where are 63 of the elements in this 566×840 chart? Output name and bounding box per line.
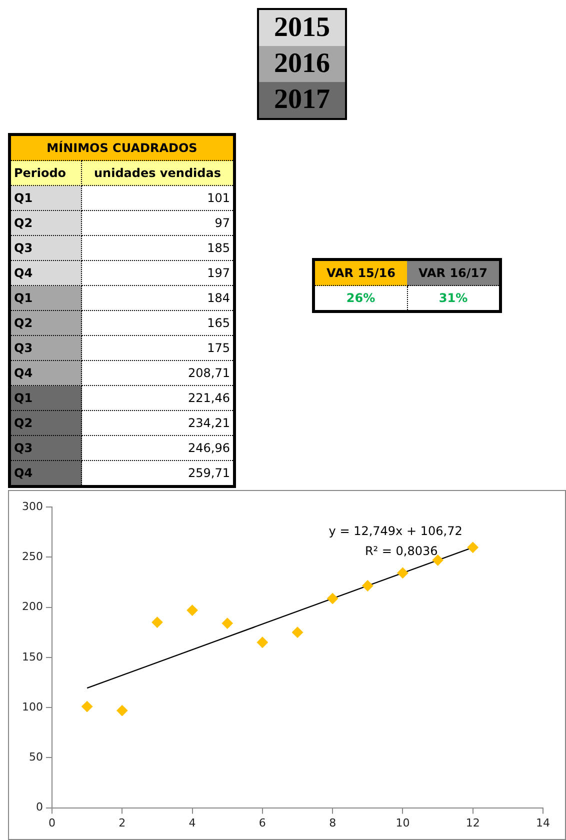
text: Q2 — [10, 310, 82, 336]
text: Q4 — [10, 460, 82, 486]
text: Q1 — [10, 286, 82, 310]
point — [432, 554, 444, 566]
text: 221,46 — [82, 386, 234, 410]
point — [222, 618, 233, 629]
y-tick-label: 100 — [22, 700, 43, 714]
point — [256, 636, 268, 648]
text: 184 — [82, 286, 234, 310]
text: 97 — [82, 210, 234, 236]
text: 31% — [438, 290, 469, 307]
y-tick-label: 50 — [28, 750, 43, 764]
x-tick-label: 12 — [466, 816, 480, 830]
x-tick-label: 4 — [188, 816, 196, 830]
y-tick-label: 300 — [22, 500, 43, 513]
text: unidades vendidas — [82, 160, 234, 186]
x-tick-label: 2 — [118, 816, 126, 830]
x-tick-label: 14 — [536, 816, 550, 830]
x-tick-label: 6 — [258, 816, 266, 830]
text: Q3 — [10, 436, 82, 460]
x-tick-label: 10 — [396, 816, 410, 830]
text: Q2 — [10, 410, 82, 436]
text: Q3 — [10, 236, 82, 260]
x-tick-label: 0 — [48, 816, 56, 830]
text: VAR 15/16 — [314, 260, 407, 286]
annotation: R² = 0,8036 — [364, 544, 438, 558]
point — [362, 580, 374, 592]
point — [397, 567, 408, 578]
text: MÍNIMOS CUADRADOS — [10, 134, 234, 160]
text: 2017 — [259, 82, 345, 118]
point — [186, 604, 198, 616]
point — [467, 542, 478, 553]
text: 234,21 — [82, 410, 234, 436]
text: VAR 16/17 — [407, 260, 500, 286]
text: Q4 — [10, 260, 82, 286]
point — [327, 593, 338, 604]
text: 165 — [82, 310, 234, 336]
text: 2015 — [259, 10, 345, 46]
text: 175 — [82, 336, 234, 360]
y-tick-label: 150 — [22, 650, 43, 664]
text: 26% — [314, 286, 407, 312]
annotation: y = 12,749x + 106,72 — [328, 524, 462, 538]
text: 246,96 — [82, 436, 234, 460]
point — [82, 701, 93, 712]
y-tick-label: 250 — [22, 550, 43, 563]
text: Q1 — [10, 186, 82, 210]
text: 2016 — [259, 46, 345, 82]
x-tick-label: 8 — [329, 816, 336, 830]
text: Q1 — [10, 386, 82, 410]
text: 185 — [82, 236, 234, 260]
text: 208,71 — [82, 360, 234, 386]
y-tick-label: 200 — [22, 600, 43, 614]
text: Q4 — [10, 360, 82, 386]
text: 259,71 — [82, 460, 234, 486]
point — [292, 626, 303, 638]
text: 197 — [82, 260, 234, 286]
point — [152, 616, 163, 628]
text: Periodo — [10, 160, 82, 186]
text: Q2 — [10, 210, 82, 236]
point — [116, 705, 128, 716]
text: 101 — [82, 186, 234, 210]
text: Q3 — [10, 336, 82, 360]
y-tick-label: 0 — [36, 800, 43, 814]
